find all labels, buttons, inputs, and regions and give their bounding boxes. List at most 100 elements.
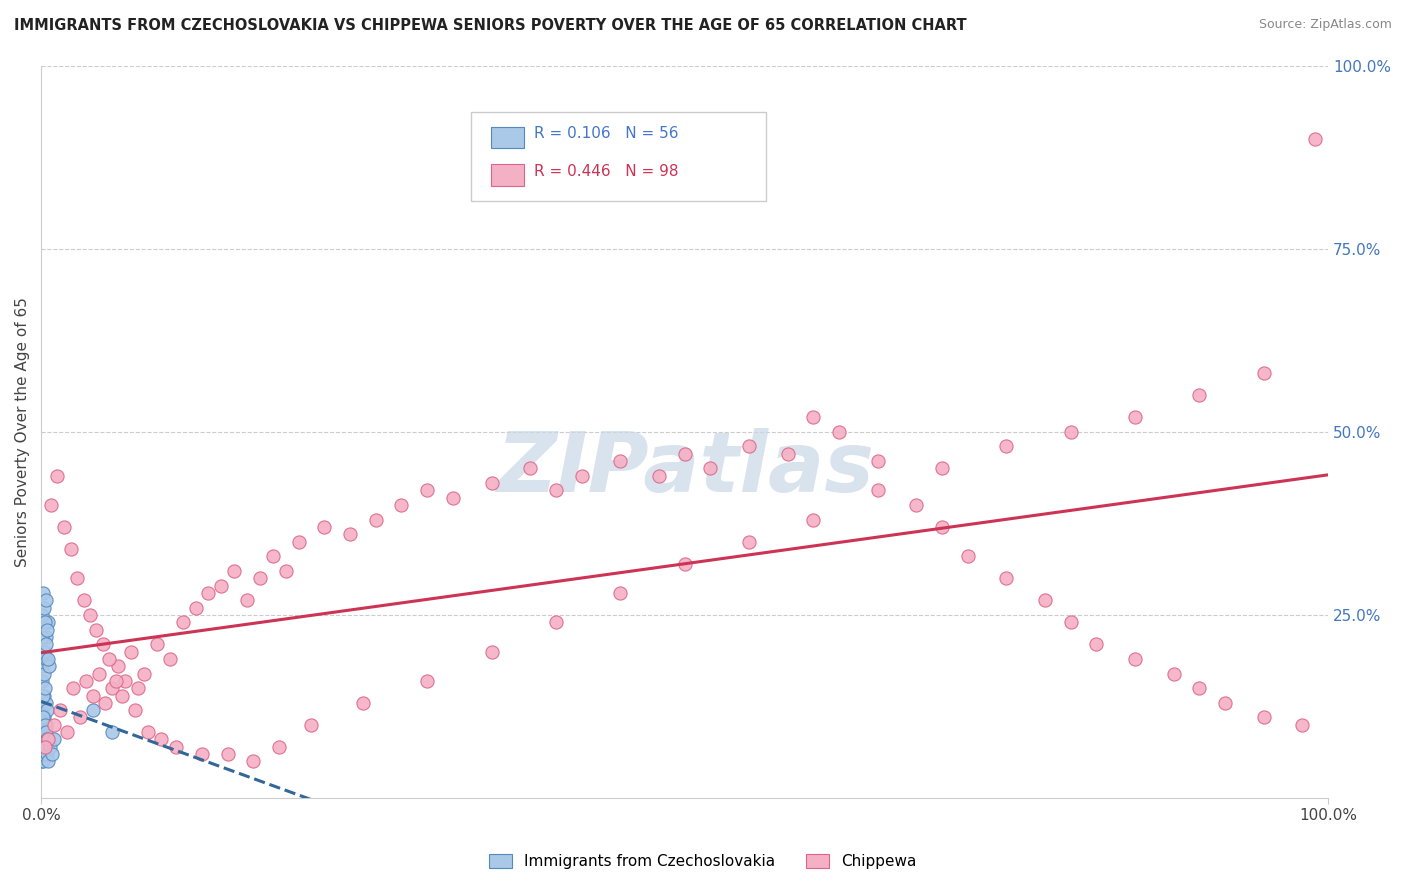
- Point: [828, 425, 851, 439]
- Point: [352, 696, 374, 710]
- Point: [41, 498, 63, 512]
- Point: [481, 644, 503, 658]
- Point: [34, 696, 56, 710]
- Point: [35, 703, 58, 717]
- Point: [236, 593, 259, 607]
- Point: [31, 725, 53, 739]
- Point: [39, 739, 62, 754]
- Point: [391, 498, 413, 512]
- Point: [34, 747, 56, 761]
- Point: [31, 732, 53, 747]
- Point: [995, 440, 1018, 454]
- Point: [31, 755, 53, 769]
- Point: [32, 732, 55, 747]
- Point: [114, 673, 136, 688]
- Point: [87, 666, 110, 681]
- Point: [995, 571, 1018, 585]
- Point: [62, 681, 84, 696]
- Point: [242, 755, 264, 769]
- Point: [31, 718, 53, 732]
- Point: [132, 666, 155, 681]
- Point: [1188, 681, 1211, 696]
- Point: [104, 673, 127, 688]
- Point: [34, 739, 56, 754]
- Point: [673, 557, 696, 571]
- Point: [32, 689, 55, 703]
- Point: [37, 755, 59, 769]
- Point: [32, 747, 55, 761]
- Point: [1291, 718, 1313, 732]
- Point: [165, 739, 187, 754]
- Point: [42, 718, 65, 732]
- Point: [34, 739, 56, 754]
- Point: [35, 718, 58, 732]
- Point: [82, 689, 104, 703]
- Point: [32, 732, 55, 747]
- Point: [1303, 132, 1326, 146]
- Text: IMMIGRANTS FROM CZECHOSLOVAKIA VS CHIPPEWA SENIORS POVERTY OVER THE AGE OF 65 CO: IMMIGRANTS FROM CZECHOSLOVAKIA VS CHIPPE…: [14, 18, 967, 33]
- Point: [481, 476, 503, 491]
- Point: [32, 725, 55, 739]
- Point: [249, 571, 271, 585]
- Point: [49, 703, 72, 717]
- Point: [519, 461, 541, 475]
- Point: [217, 747, 239, 761]
- Point: [31, 630, 53, 644]
- Point: [364, 513, 387, 527]
- Point: [91, 637, 114, 651]
- Point: [609, 586, 631, 600]
- Text: R = 0.446   N = 98: R = 0.446 N = 98: [534, 164, 679, 178]
- Point: [544, 483, 567, 498]
- Point: [82, 703, 104, 717]
- Point: [801, 513, 824, 527]
- Point: [75, 673, 97, 688]
- Point: [191, 747, 214, 761]
- Point: [35, 623, 58, 637]
- Point: [35, 630, 58, 644]
- Point: [120, 644, 142, 658]
- Point: [905, 498, 928, 512]
- Point: [34, 652, 56, 666]
- Point: [1163, 666, 1185, 681]
- Legend: Immigrants from Czechoslovakia, Chippewa: Immigrants from Czechoslovakia, Chippewa: [484, 848, 922, 875]
- Point: [1188, 388, 1211, 402]
- Point: [699, 461, 721, 475]
- Point: [41, 747, 63, 761]
- Point: [31, 739, 53, 754]
- Point: [32, 586, 55, 600]
- Point: [111, 689, 134, 703]
- Point: [416, 483, 439, 498]
- Point: [209, 579, 232, 593]
- Point: [38, 659, 60, 673]
- Point: [35, 747, 58, 761]
- Point: [274, 564, 297, 578]
- Point: [32, 739, 55, 754]
- Point: [648, 468, 671, 483]
- Point: [37, 732, 59, 747]
- Point: [673, 447, 696, 461]
- Point: [34, 681, 56, 696]
- Point: [127, 681, 149, 696]
- Y-axis label: Seniors Poverty Over the Age of 65: Seniors Poverty Over the Age of 65: [15, 297, 30, 566]
- Point: [931, 520, 953, 534]
- Point: [1033, 593, 1056, 607]
- Point: [136, 725, 159, 739]
- Point: [31, 710, 53, 724]
- Point: [42, 732, 65, 747]
- Point: [299, 718, 322, 732]
- Point: [101, 681, 124, 696]
- Point: [31, 659, 53, 673]
- Point: [31, 739, 53, 754]
- Point: [101, 725, 124, 739]
- Point: [931, 461, 953, 475]
- Point: [801, 410, 824, 425]
- Point: [56, 725, 79, 739]
- Point: [79, 607, 101, 622]
- Point: [53, 520, 76, 534]
- Point: [31, 703, 53, 717]
- Point: [776, 447, 799, 461]
- Point: [1123, 410, 1146, 425]
- Point: [262, 549, 284, 564]
- Point: [107, 659, 129, 673]
- Point: [37, 732, 59, 747]
